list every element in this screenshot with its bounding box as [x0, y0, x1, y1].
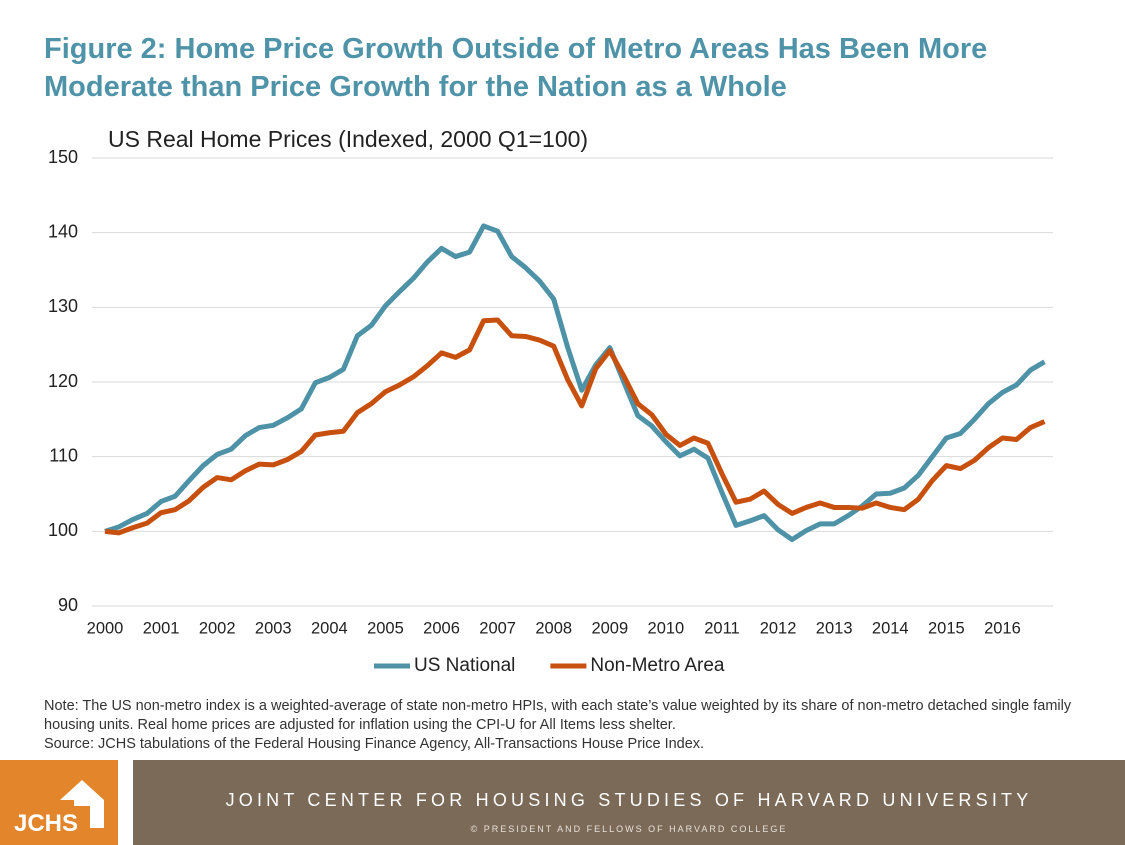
chart-subtitle: US Real Home Prices (Indexed, 2000 Q1=10…	[108, 126, 588, 152]
organization: JOINT CENTER FOR HOUSING STUDIES OF HARV…	[225, 790, 1033, 810]
notes: Note: The US non-metro index is a weight…	[44, 697, 1084, 754]
logo: JCHS	[0, 760, 118, 845]
x-tick-label: 2003	[255, 619, 292, 637]
x-tick-label: 2016	[984, 619, 1021, 637]
note: Note: The US non-metro index is a weight…	[44, 698, 1072, 733]
chart-title: Figure 2: Home Price Growth Outside of M…	[44, 33, 988, 103]
y-tick-label: 130	[48, 296, 78, 316]
x-tick-label: 2011	[704, 619, 739, 637]
y-tick-label: 90	[58, 595, 78, 615]
chart: US Real Home Prices (Indexed, 2000 Q1=10…	[48, 126, 1053, 676]
y-tick-label: 140	[48, 221, 78, 241]
y-tick-label: 150	[48, 147, 78, 167]
data-line	[104, 223, 1046, 543]
x-tick-label: 2002	[199, 619, 236, 637]
x-tick-label: 2005	[367, 619, 404, 637]
copyright: © PRESIDENT AND FELLOWS OF HARVARD COLLE…	[470, 824, 788, 834]
data-line	[104, 317, 1046, 536]
x-tick-label: 2012	[760, 619, 797, 637]
footer-band: JOINT CENTER FOR HOUSING STUDIES OF HARV…	[133, 760, 1125, 845]
x-tick-label: 2001	[143, 619, 180, 637]
y-tick-label: 120	[48, 371, 78, 391]
y-tick-label: 100	[48, 520, 78, 540]
x-tick-label: 2015	[928, 619, 965, 637]
x-tick-label: 2014	[872, 619, 909, 637]
x-tick-label: 2008	[535, 619, 572, 637]
legend-label: Non-Metro Area	[590, 655, 725, 676]
x-tick-label: 2000	[87, 619, 124, 637]
legend-label: US National	[414, 655, 515, 676]
logo-house	[60, 780, 104, 828]
logo-text: JCHS	[14, 810, 79, 837]
source: Source: JCHS tabulations of the Federal …	[44, 736, 705, 752]
x-tick-label: 2013	[816, 619, 853, 637]
x-tick-label: 2007	[479, 619, 516, 637]
x-tick-label: 2009	[591, 619, 628, 637]
y-tick-label: 110	[49, 445, 78, 465]
x-tick-label: 2006	[423, 619, 460, 637]
x-tick-label: 2004	[311, 619, 348, 637]
house-icon	[60, 780, 104, 828]
x-tick-label: 2010	[648, 619, 685, 637]
